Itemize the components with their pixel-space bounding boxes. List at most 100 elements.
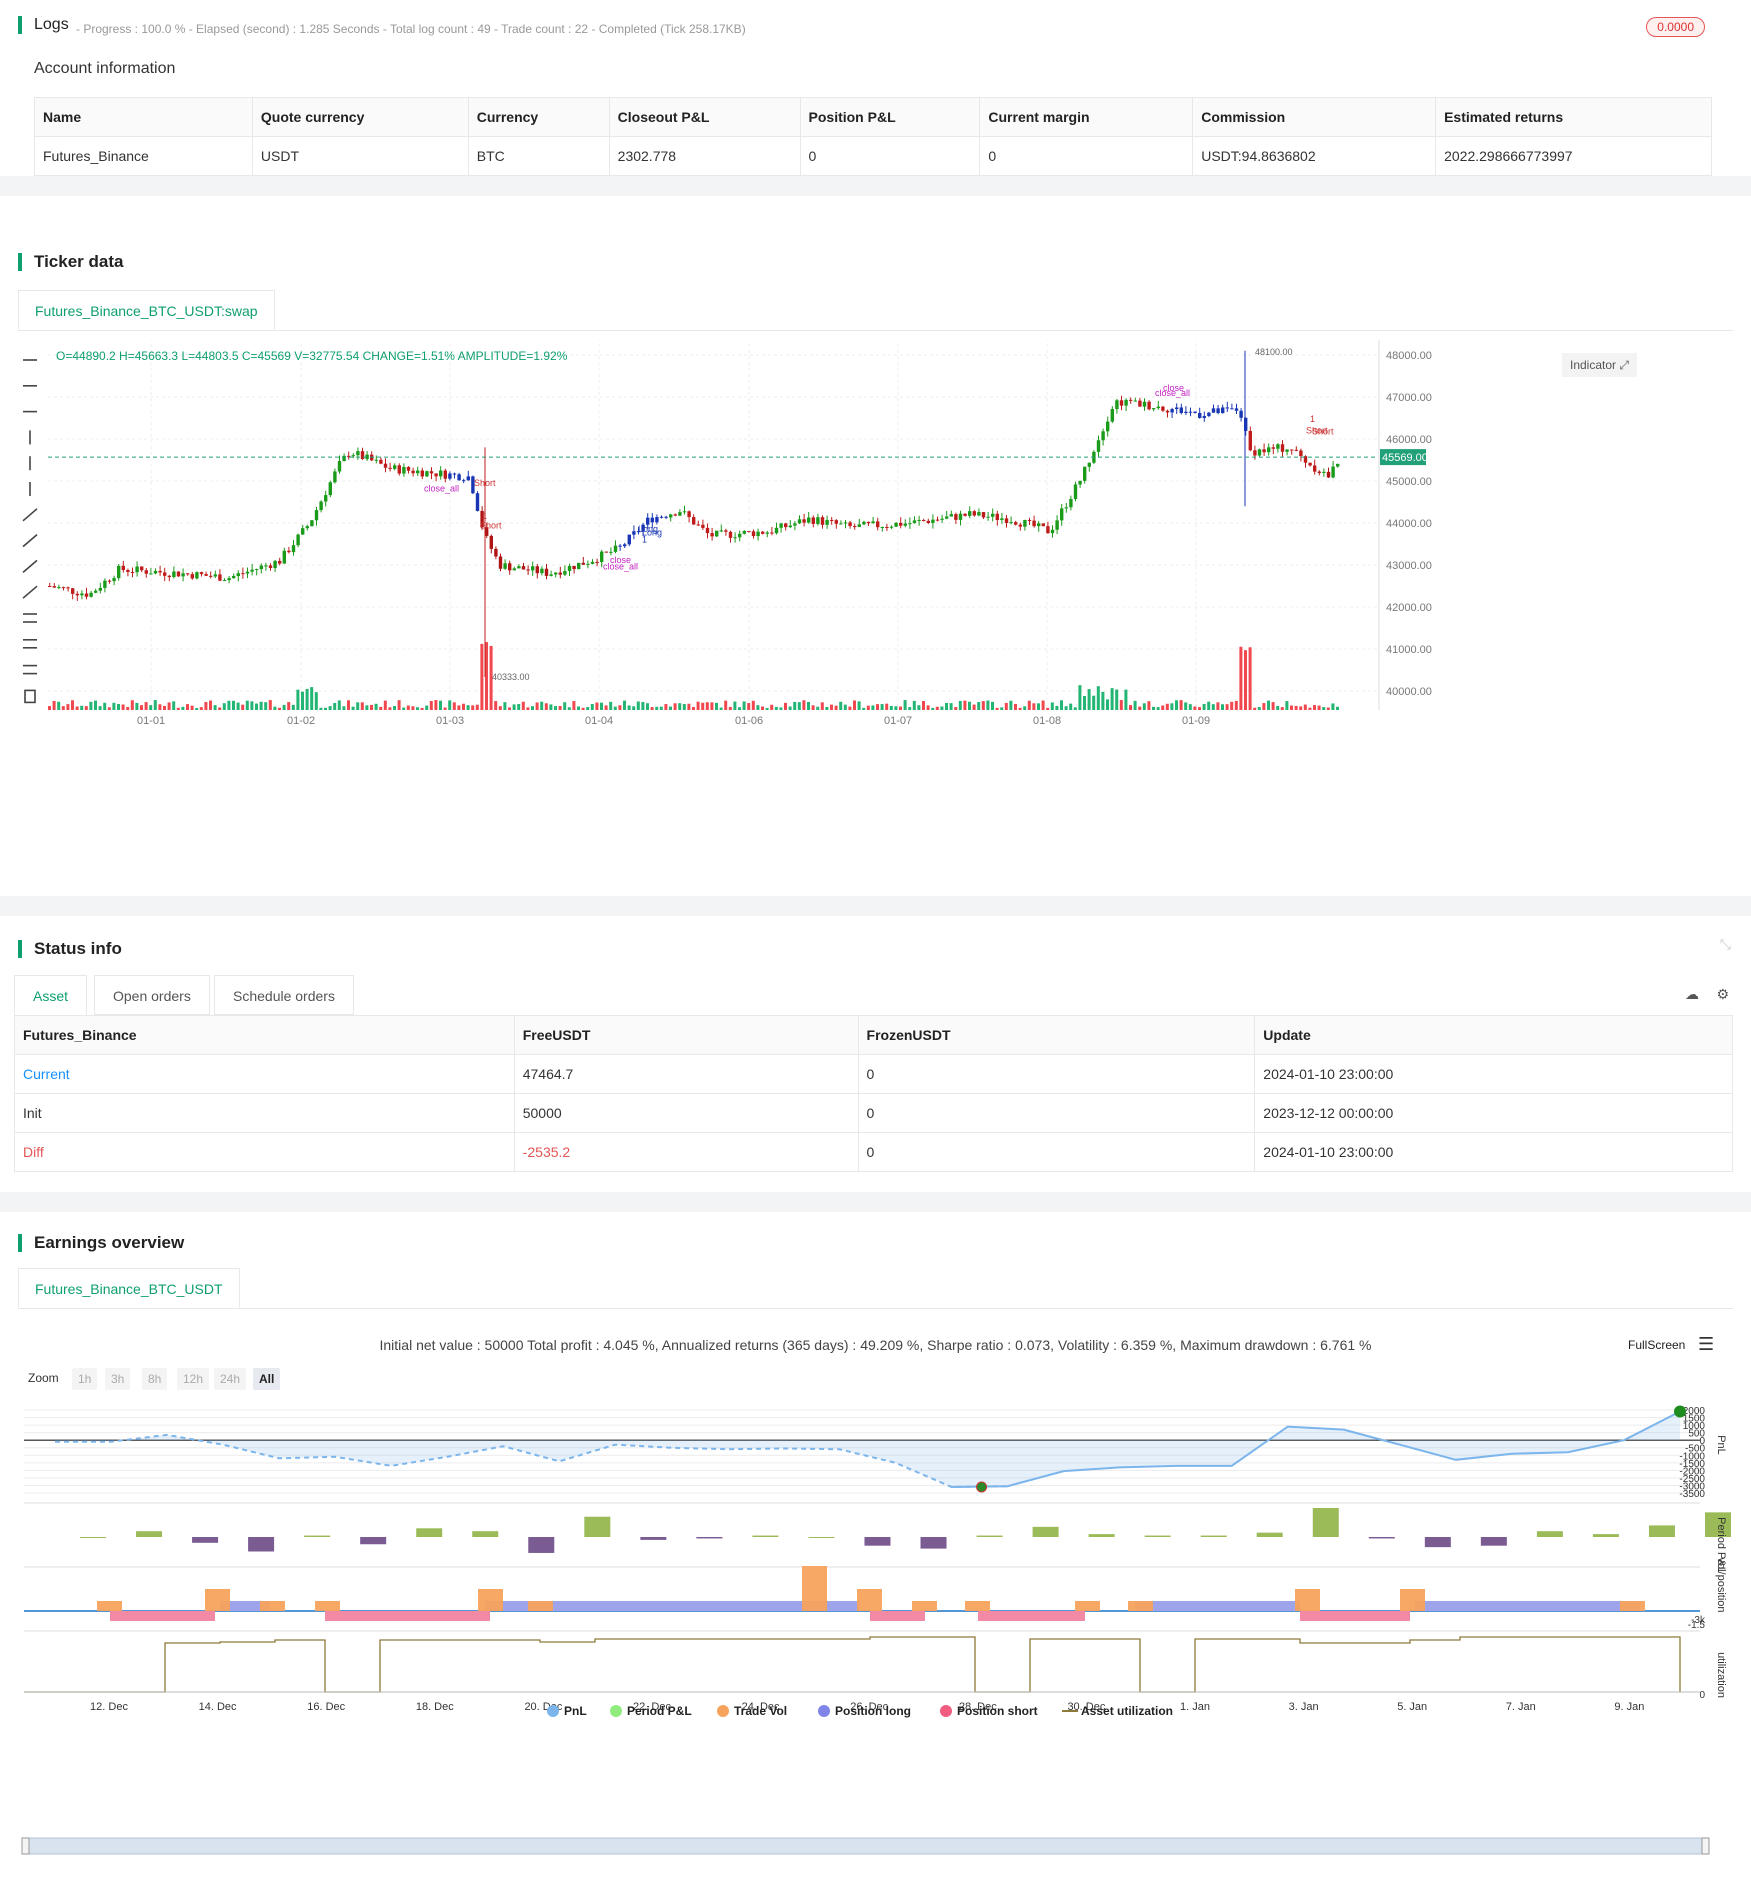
legend-item[interactable]: Asset utilization <box>1062 1704 1173 1718</box>
candle <box>351 453 355 459</box>
tab-asset[interactable]: Asset <box>14 975 88 1015</box>
asset-header-cell: Update <box>1254 1015 1733 1055</box>
tab-ticker-swap[interactable]: Futures_Binance_BTC_USDT:swap <box>18 290 275 330</box>
delete-icon[interactable] <box>24 689 36 704</box>
candle <box>75 591 79 601</box>
candle <box>1004 514 1009 528</box>
period-pnl-bar <box>976 1535 1003 1537</box>
candle <box>209 571 213 579</box>
volume-bar <box>402 707 406 710</box>
trade-annotation: 1 <box>1310 414 1315 424</box>
volume-bar <box>94 700 97 710</box>
legend-item[interactable]: Position long <box>818 1704 911 1718</box>
collapse-icon[interactable]: ⤡ <box>1719 936 1731 952</box>
volume-bar <box>1156 707 1160 710</box>
volume-bar <box>949 703 953 710</box>
earnings-chart[interactable]: 2000150010005000-500-1000-1500-2000-2500… <box>0 1395 1751 1890</box>
candle <box>742 530 746 535</box>
trend-ray-icon[interactable] <box>22 533 38 548</box>
tab-open-orders[interactable]: Open orders <box>94 975 210 1015</box>
zoom-24h[interactable]: 24h <box>214 1368 247 1390</box>
asset-cell: Init <box>14 1093 515 1133</box>
candle <box>531 561 535 576</box>
legend-label: Asset utilization <box>1081 1704 1173 1718</box>
gear-icon[interactable]: ⚙ <box>1716 986 1729 1002</box>
candle <box>710 527 714 541</box>
candle <box>866 521 871 526</box>
pnl-tick-label: -1500 <box>1679 1459 1705 1470</box>
zoom-3h[interactable]: 3h <box>105 1368 131 1390</box>
candle <box>218 569 222 582</box>
candle <box>784 522 788 531</box>
fib-icon[interactable] <box>23 638 37 649</box>
tab-schedule-orders[interactable]: Schedule orders <box>214 975 354 1015</box>
volume-bar <box>1276 705 1280 710</box>
candle <box>80 590 84 600</box>
volume-bar <box>926 705 930 710</box>
navigator-handle-right[interactable] <box>1701 1837 1710 1855</box>
cloud-download-icon[interactable]: ☁ <box>1685 986 1699 1002</box>
trend-line-icon[interactable] <box>22 508 38 522</box>
volume-bar <box>636 701 640 710</box>
navigator-track[interactable] <box>23 1837 1709 1855</box>
candle <box>310 520 314 527</box>
candlestick-chart[interactable]: 49000.0048000.0047000.0046000.0045000.00… <box>48 340 1748 890</box>
volume-bar <box>1142 703 1146 710</box>
candle <box>1331 460 1335 479</box>
legend-item[interactable]: Period P&L <box>610 1704 692 1718</box>
zoom-12h[interactable]: 12h <box>177 1368 210 1390</box>
fib-extension-icon[interactable] <box>23 664 37 675</box>
x-tick-label: 01-08 <box>1033 715 1061 727</box>
legend-item[interactable]: Trade Vol <box>717 1704 787 1718</box>
fullscreen-button[interactable]: FullScreen <box>1628 1338 1686 1352</box>
position-long-bar <box>1135 1601 1300 1611</box>
indicator-button[interactable]: Indicator ⤢ <box>1562 353 1637 377</box>
trade-vol-bar <box>315 1601 340 1611</box>
volume-bar <box>903 700 907 710</box>
earnings-panel: Earnings overview <box>0 1212 1751 1890</box>
navigator-handle-left[interactable] <box>21 1837 30 1855</box>
volume-bar <box>466 705 470 710</box>
volume-bar <box>1280 707 1284 710</box>
menu-icon[interactable]: ☰ <box>1698 1334 1715 1354</box>
expand-icon[interactable]: ⤢ <box>1619 358 1629 372</box>
drawing-toolbar[interactable] <box>20 352 50 782</box>
trade-annotation: Short <box>1312 426 1334 436</box>
candle <box>98 582 102 594</box>
candle <box>724 528 728 536</box>
volume-bar <box>632 706 636 710</box>
zoom-1h[interactable]: 1h <box>72 1368 98 1390</box>
candle <box>949 510 953 517</box>
volume-bar <box>135 702 139 710</box>
volume-bar <box>885 703 889 710</box>
candle <box>673 513 677 517</box>
candle <box>581 556 585 565</box>
candle <box>793 520 797 531</box>
volume-bar <box>190 705 194 710</box>
legend-item[interactable]: PnL <box>547 1704 587 1718</box>
price-label-icon[interactable] <box>22 585 38 599</box>
parallel-channel-icon[interactable] <box>23 613 37 623</box>
volume-bar <box>1188 704 1192 710</box>
candle <box>623 542 627 549</box>
zoom-label: Zoom <box>28 1371 59 1385</box>
trend-segment-icon[interactable] <box>22 559 38 574</box>
volume-bar <box>508 707 511 710</box>
volume-bar <box>761 706 764 710</box>
volume-bar <box>1018 707 1022 710</box>
period-pnl-bar <box>416 1528 443 1537</box>
trade-annotation: close <box>1163 383 1184 393</box>
volume-bar <box>659 706 663 710</box>
volume-bar <box>1133 700 1137 710</box>
zoom-8h[interactable]: 8h <box>142 1368 168 1390</box>
zoom-all[interactable]: All <box>253 1368 281 1390</box>
logs-title: Logs <box>18 16 69 34</box>
tab-earnings-symbol[interactable]: Futures_Binance_BTC_USDT <box>18 1268 240 1308</box>
candle <box>733 532 737 543</box>
volume-bar <box>1221 704 1224 710</box>
trade-vol-bar <box>528 1601 553 1611</box>
y-tick-label: 42000.00 <box>1386 602 1432 614</box>
candle <box>1225 401 1229 412</box>
account-table: Name Quote currency Currency Closeout P&L Po… <box>34 97 1712 176</box>
legend-item[interactable]: Position short <box>940 1704 1038 1718</box>
